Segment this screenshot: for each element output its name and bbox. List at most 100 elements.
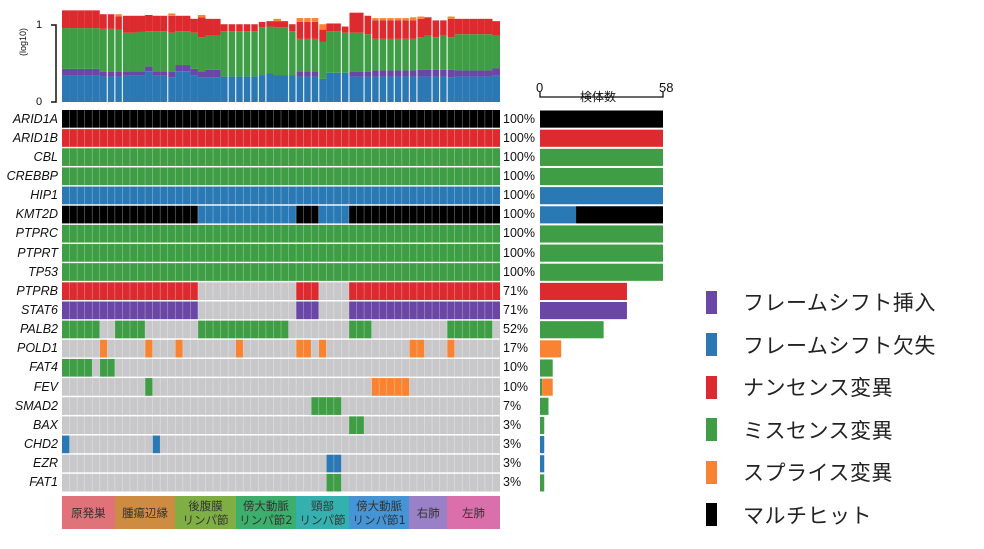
mutation-cell-fs_ins (296, 301, 319, 320)
top-bar-segment-nonsense (129, 15, 138, 33)
top-bar-segment-missense (318, 41, 327, 79)
top-bar-segment-splice (394, 18, 402, 21)
top-bar-segment-missense (296, 38, 304, 72)
gene-label: PTPRB (16, 283, 58, 298)
mutation-cell-missense (348, 416, 365, 435)
top-bar-segment-fs_del (326, 72, 334, 102)
count-bar-missense (540, 321, 604, 339)
top-bar-segment-fs_del (341, 72, 349, 102)
region-band: 腫瘍辺縁 (114, 496, 176, 529)
mutation-cell-splice (99, 339, 108, 358)
top-bar-segment-fs_del (69, 75, 78, 102)
top-bar-segment-fs_ins (213, 69, 221, 78)
gene-label: STAT6 (20, 303, 58, 317)
top-bar-segment-fs_ins (114, 71, 123, 77)
top-bar-segment-fs_del (265, 73, 274, 102)
top-bar-segment-fs_del (243, 76, 251, 102)
top-bar-segment-fs_del (477, 76, 485, 102)
top-bar-segment-nonsense (454, 18, 463, 35)
top-bar-segment-nonsense (205, 18, 214, 36)
top-bar-segment-nonsense (288, 24, 297, 32)
top-bar-segment-splice (303, 18, 312, 22)
top-bar-segment-fs_ins (77, 68, 85, 76)
top-bar-segment-nonsense (303, 21, 312, 39)
region-band: 頸部 リンパ節 (296, 496, 349, 529)
legend-item: フレームシフト挿入 (706, 288, 936, 316)
top-bar-segment-nonsense (84, 10, 93, 29)
top-bar-segment-fs_ins (469, 70, 478, 77)
top-bar-segment-splice (379, 18, 387, 21)
percent-label: 10% (503, 360, 529, 375)
count-bar-missense (540, 167, 663, 186)
top-bar-segment-fs_del (220, 76, 229, 102)
top-bar-segment-missense (228, 31, 236, 77)
top-bar-segment-nonsense (401, 20, 410, 39)
top-bar-segment-fs_del (77, 75, 85, 102)
legend-label: ナンセンス変異 (743, 376, 894, 400)
count-bar-missense (540, 416, 545, 435)
mutation-cell-fs_del (62, 186, 500, 205)
count-bar-fs_del (540, 455, 545, 473)
top-bar-segment-missense (356, 32, 365, 72)
mutation-cell-missense (326, 473, 342, 492)
top-bar-segment-fs_ins (416, 69, 425, 77)
percent-label: 100% (503, 226, 535, 241)
row-background (62, 435, 500, 454)
top-bar-segment-fs_del (348, 76, 357, 102)
top-bar-segment-fs_del (454, 76, 463, 102)
count-bar-nonsense (540, 129, 663, 147)
top-bar-segment-fs_del (62, 75, 70, 102)
legend-item: ナンセンス変異 (706, 373, 893, 401)
count-bar-missense (540, 225, 663, 243)
top-bar-segment-fs_ins (394, 70, 402, 77)
percent-label: 100% (503, 188, 535, 203)
top-bar-segment-missense (447, 37, 455, 70)
mutation-cell-splice (409, 339, 425, 358)
count-axis-title: 検体数 (580, 90, 617, 104)
top-bar-segment-fs_ins (348, 71, 357, 77)
top-bar-segment-fs_del (205, 77, 214, 102)
gene-label: CHD2 (23, 437, 58, 452)
top-bar-segment-nonsense (477, 18, 485, 35)
legend-swatch (706, 375, 717, 399)
top-bar-segment-fs_del (197, 77, 206, 102)
top-bar-segment-missense (439, 35, 448, 70)
gene-label: POLD1 (17, 341, 58, 356)
count-bar-splice (542, 378, 553, 396)
top-bar-segment-nonsense (213, 18, 221, 36)
top-bar-segment-fs_ins (364, 71, 372, 77)
gene-label: BAX (32, 417, 58, 432)
mutation-cell-missense (197, 320, 289, 339)
count-bar-splice (540, 340, 562, 358)
top-bar-segment-missense (258, 27, 266, 76)
gene-label: FAT1 (29, 475, 58, 490)
top-bar-segment-fs_del (356, 76, 365, 102)
top-bar-segment-nonsense (439, 20, 448, 36)
top-bar-segment-missense (432, 37, 440, 70)
top-bar-segment-fs_del (386, 76, 395, 102)
top-bar-segment-fs_ins (409, 70, 417, 77)
top-bar-segment-fs_ins (439, 69, 448, 77)
top-bar-segment-missense (477, 34, 485, 71)
count-bar-missense (540, 474, 545, 492)
top-bar-segment-missense (175, 31, 183, 66)
percent-label: 3% (503, 456, 522, 471)
top-bar-segment-nonsense (122, 15, 130, 33)
mutation-cell-multi (348, 205, 500, 224)
top-bar-segment-missense (484, 34, 493, 71)
top-bar-segment-missense (152, 31, 161, 72)
top-bar-segment-fs_ins (379, 70, 387, 77)
top-bar-segment-fs_ins (477, 70, 485, 77)
top-bar-segment-nonsense (364, 15, 372, 35)
top-bar-segment-fs_ins (107, 71, 115, 77)
top-bar-segment-fs_ins (160, 71, 168, 76)
top-bar-segment-fs_ins (99, 71, 108, 77)
top-bar-segment-missense (379, 38, 387, 71)
mutation-cell-missense (114, 320, 146, 339)
top-bar-segment-fs_ins (303, 71, 312, 77)
top-bar-segment-missense (92, 28, 100, 69)
top-bar-segment-fs_del (416, 76, 425, 102)
top-bar-segment-splice (447, 16, 455, 19)
percent-label: 3% (503, 417, 522, 432)
top-bar-segment-fs_del (213, 77, 221, 102)
